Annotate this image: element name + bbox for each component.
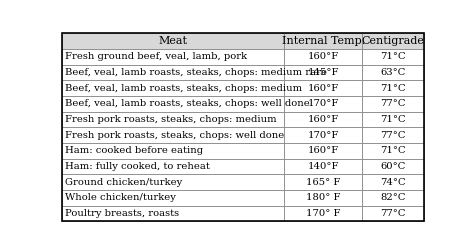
Text: 145°F: 145°F — [308, 68, 339, 77]
Bar — [62, 49, 284, 65]
Text: Fresh pork roasts, steaks, chops: well done: Fresh pork roasts, steaks, chops: well d… — [65, 131, 285, 140]
Text: 160°F: 160°F — [308, 84, 339, 92]
Bar — [362, 143, 424, 159]
Text: 140°F: 140°F — [308, 162, 339, 171]
Bar — [362, 80, 424, 96]
Bar — [62, 174, 284, 190]
Text: Poultry breasts, roasts: Poultry breasts, roasts — [65, 209, 180, 218]
Bar — [284, 190, 362, 206]
Bar — [62, 159, 284, 174]
Text: 160°F: 160°F — [308, 146, 339, 155]
Text: Whole chicken/turkey: Whole chicken/turkey — [65, 193, 176, 202]
Bar — [62, 206, 284, 221]
Bar — [362, 33, 424, 49]
Text: 71°C: 71°C — [380, 146, 406, 155]
Bar — [62, 127, 284, 143]
Bar — [362, 96, 424, 112]
Text: Beef, veal, lamb roasts, steaks, chops: well done: Beef, veal, lamb roasts, steaks, chops: … — [65, 99, 310, 108]
Text: Meat: Meat — [159, 36, 188, 46]
Bar — [284, 112, 362, 127]
Text: Centigrade: Centigrade — [362, 36, 424, 46]
Bar — [62, 112, 284, 127]
Bar — [362, 190, 424, 206]
Text: Internal Temp.: Internal Temp. — [282, 36, 365, 46]
Text: 77°C: 77°C — [380, 131, 406, 140]
Bar — [62, 96, 284, 112]
Text: 160°F: 160°F — [308, 115, 339, 124]
Text: Ham: cooked before eating: Ham: cooked before eating — [65, 146, 204, 155]
Text: 71°C: 71°C — [380, 52, 406, 61]
Bar — [362, 206, 424, 221]
Bar — [362, 49, 424, 65]
Text: 170°F: 170°F — [308, 131, 339, 140]
Bar — [284, 159, 362, 174]
Bar — [284, 206, 362, 221]
Bar — [362, 65, 424, 80]
Text: 63°C: 63°C — [380, 68, 406, 77]
Bar — [362, 112, 424, 127]
Bar — [284, 96, 362, 112]
Text: Beef, veal, lamb roasts, steaks, chops: medium: Beef, veal, lamb roasts, steaks, chops: … — [65, 84, 302, 92]
Text: Fresh ground beef, veal, lamb, pork: Fresh ground beef, veal, lamb, pork — [65, 52, 247, 61]
Text: Beef, veal, lamb roasts, steaks, chops: medium rare: Beef, veal, lamb roasts, steaks, chops: … — [65, 68, 328, 77]
Bar — [62, 33, 284, 49]
Text: 160°F: 160°F — [308, 52, 339, 61]
Text: Fresh pork roasts, steaks, chops: medium: Fresh pork roasts, steaks, chops: medium — [65, 115, 277, 124]
Text: Ground chicken/turkey: Ground chicken/turkey — [65, 178, 183, 187]
Text: 77°C: 77°C — [380, 99, 406, 108]
Bar — [62, 190, 284, 206]
Bar — [362, 127, 424, 143]
Text: 180° F: 180° F — [306, 193, 341, 202]
Bar — [62, 65, 284, 80]
Text: Ham: fully cooked, to reheat: Ham: fully cooked, to reheat — [65, 162, 210, 171]
Bar — [284, 143, 362, 159]
Bar — [362, 174, 424, 190]
Text: 170° F: 170° F — [306, 209, 341, 218]
Text: 170°F: 170°F — [308, 99, 339, 108]
Text: 77°C: 77°C — [380, 209, 406, 218]
Bar — [362, 159, 424, 174]
Text: 60°C: 60°C — [380, 162, 406, 171]
Bar — [62, 143, 284, 159]
Bar — [284, 49, 362, 65]
Text: 74°C: 74°C — [380, 178, 406, 187]
Bar — [284, 80, 362, 96]
Text: 82°C: 82°C — [380, 193, 406, 202]
Bar — [284, 65, 362, 80]
Text: 71°C: 71°C — [380, 84, 406, 92]
Bar — [284, 33, 362, 49]
Bar — [284, 174, 362, 190]
Text: 71°C: 71°C — [380, 115, 406, 124]
Bar — [284, 127, 362, 143]
Text: 165° F: 165° F — [306, 178, 340, 187]
Bar — [62, 80, 284, 96]
